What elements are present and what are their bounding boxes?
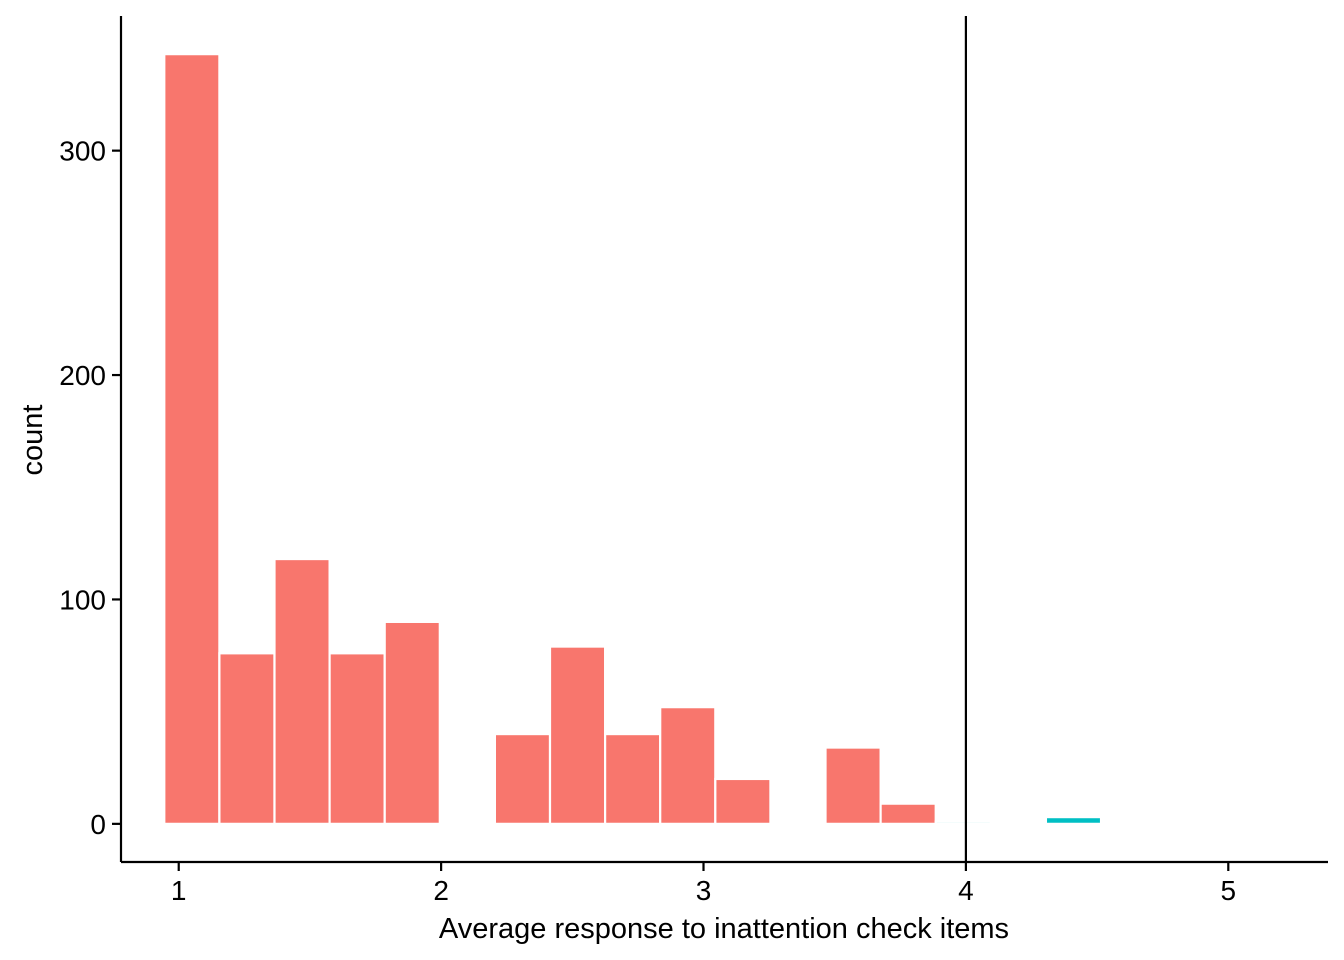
y-tick-label-1: 0 (90, 809, 106, 840)
x-axis-ticks: 1 2 3 4 5 (171, 862, 1236, 906)
x-tick-label-2: 2 (433, 875, 449, 906)
x-tick-label-5: 5 (1221, 875, 1237, 906)
y-tick-label-2: 100 (59, 584, 106, 615)
bar-7 (548, 645, 607, 825)
x-axis-title: Average response to inattention check it… (439, 913, 1009, 945)
y-tick-label-4: 300 (59, 136, 106, 167)
bar-3 (273, 557, 331, 825)
bar-4 (328, 652, 386, 825)
y-tick-label-3: 200 (59, 360, 106, 391)
x-tick-label-4: 4 (958, 875, 974, 906)
bar-12 (879, 802, 937, 825)
bar-1 (163, 53, 221, 825)
bar-13 (934, 820, 992, 825)
bar-6 (493, 732, 552, 825)
y-axis-title: count (17, 405, 49, 476)
y-axis-ticks: 0 100 200 300 (59, 136, 121, 840)
bar-9 (659, 706, 717, 825)
bars-group (163, 53, 1103, 825)
bar-5 (383, 620, 441, 825)
bar-14 (1044, 816, 1103, 825)
bar-2 (218, 652, 276, 825)
x-tick-label-1: 1 (171, 875, 187, 906)
x-tick-label-3: 3 (696, 875, 712, 906)
bar-10 (714, 777, 772, 825)
bar-11 (824, 746, 882, 825)
bar-8 (604, 732, 662, 825)
